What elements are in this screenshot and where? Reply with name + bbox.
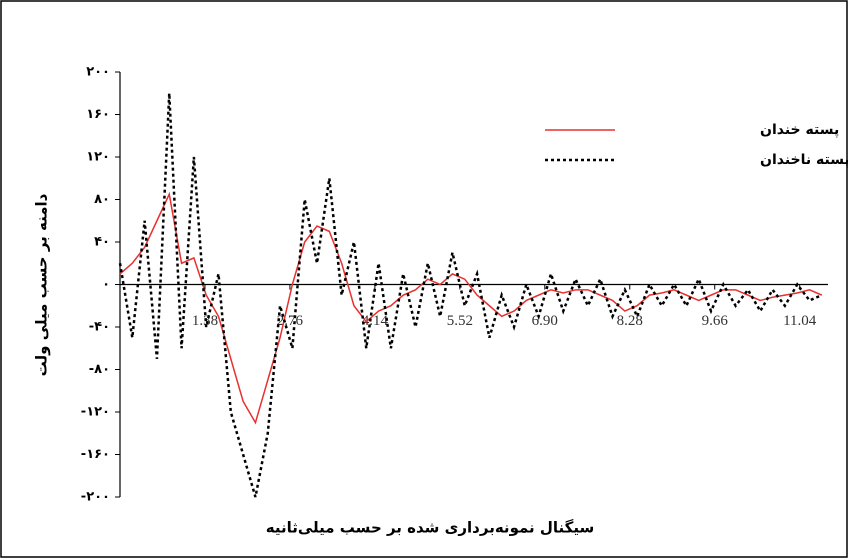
y-tick-label: ۱۲۰ bbox=[86, 150, 110, 165]
y-tick-label: -۴۰ bbox=[89, 320, 110, 335]
y-tick-label: ۰ bbox=[102, 277, 110, 292]
x-tick-label: 6.90 bbox=[532, 313, 558, 329]
y-tick-label: -۸۰ bbox=[89, 362, 110, 377]
y-tick-label: ۴۰ bbox=[94, 235, 110, 250]
y-tick-label: -۱۶۰ bbox=[81, 447, 110, 462]
x-tick-label: 8.28 bbox=[617, 313, 643, 329]
y-axis-title: دامنه بر حسب میلی ولت bbox=[33, 193, 51, 376]
y-tick-label: ۲۰۰ bbox=[86, 65, 110, 80]
x-tick-label: 9.66 bbox=[702, 313, 729, 329]
x-tick-label: 11.04 bbox=[783, 313, 817, 329]
x-tick-label: 2.76 bbox=[277, 313, 304, 329]
y-tick-label: -۲۰۰ bbox=[81, 490, 110, 505]
legend-label: پسته خندان bbox=[760, 122, 839, 138]
y-tick-label: ۱۶۰ bbox=[86, 107, 110, 122]
series-line bbox=[118, 93, 823, 498]
y-tick-label: -۱۲۰ bbox=[81, 405, 110, 420]
legend-label: پسته ناخندان bbox=[760, 152, 848, 168]
y-tick-label: ۸۰ bbox=[94, 192, 110, 207]
x-axis-title: سیگنال نمونه‌برداری شده بر حسب میلی‌ثانی… bbox=[266, 519, 595, 537]
x-tick-label: 5.52 bbox=[447, 313, 473, 329]
